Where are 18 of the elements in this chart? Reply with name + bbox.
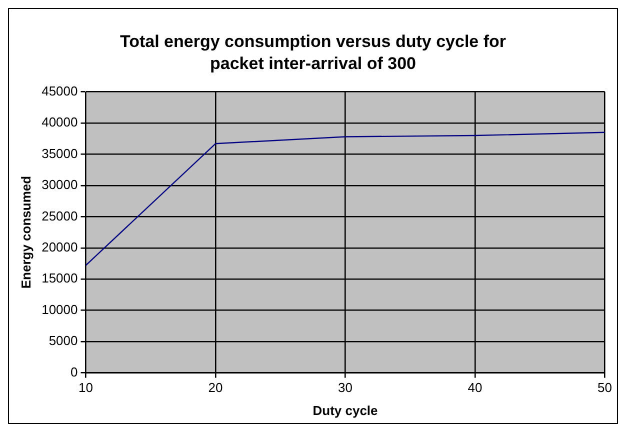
x-tick-label: 40 — [468, 380, 482, 396]
y-tick-label: 0 — [70, 364, 78, 380]
y-tick-label: 40000 — [42, 114, 78, 130]
y-tick-label: 30000 — [42, 177, 78, 192]
x-tick-label: 10 — [78, 380, 93, 396]
chart-title: Total energy consumption versus duty cycle for packet inter-arrival of 300 — [118, 31, 508, 75]
y-tick-label: 5000 — [48, 333, 78, 348]
x-tick-label: 50 — [598, 380, 612, 396]
y-tick-label: 10000 — [42, 302, 78, 317]
x-axis-title: Duty cycle — [312, 402, 378, 418]
y-tick-label: 20000 — [42, 239, 78, 254]
y-tick-label: 25000 — [42, 208, 78, 224]
y-tick-label: 35000 — [42, 146, 78, 161]
y-axis-title: Energy consumed — [18, 176, 34, 289]
y-tick-label: 45000 — [42, 83, 78, 98]
y-tick-label: 15000 — [42, 270, 78, 286]
x-tick-label: 20 — [208, 380, 223, 396]
x-tick-label: 30 — [338, 380, 352, 396]
